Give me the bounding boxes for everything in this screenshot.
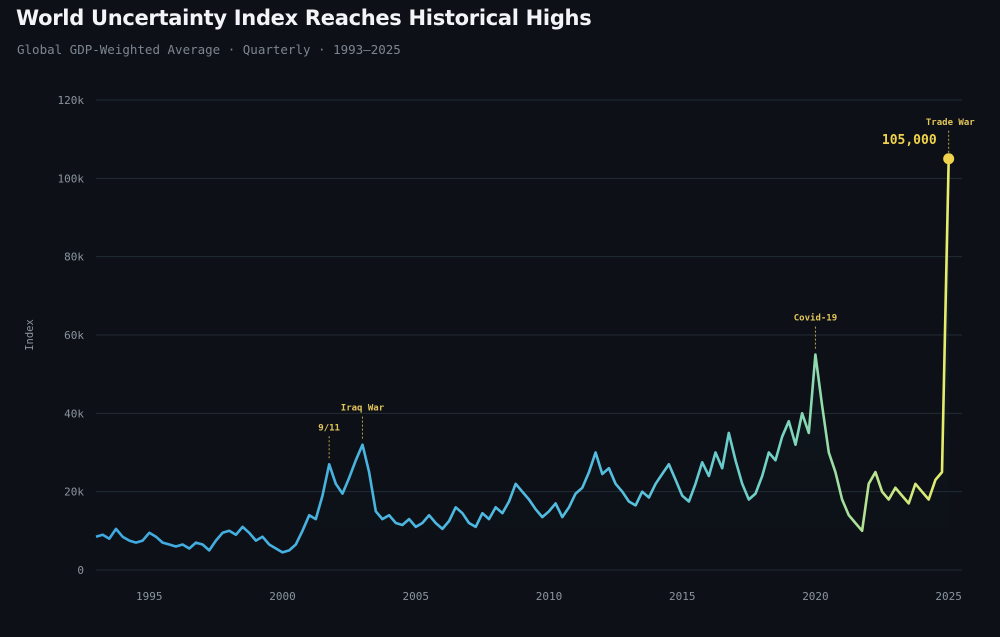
x-tick-label: 2010 [536, 590, 563, 603]
x-tick-label: 2005 [403, 590, 430, 603]
annotation-label: Iraq War [341, 404, 385, 414]
x-tick-label: 2020 [802, 590, 829, 603]
y-tick-label: 60k [64, 329, 84, 342]
x-tick-label: 2015 [669, 590, 696, 603]
annotation-label: 9/11 [318, 423, 340, 433]
y-axis-label: Index [24, 319, 36, 351]
y-tick-label: 80k [64, 251, 84, 264]
annotation-label: Trade War [926, 118, 975, 128]
y-tick-label: 20k [64, 486, 84, 499]
x-axis-ticks: 1995 2000 2005 2010 2015 2020 2025 [136, 590, 962, 603]
y-tick-label: 40k [64, 407, 84, 420]
peak-marker [943, 153, 955, 165]
chart-title: World Uncertainty Index Reaches Historic… [16, 6, 592, 30]
x-tick-label: 1995 [136, 590, 163, 603]
series-area [96, 158, 949, 571]
peak-value-label: 105,000 [882, 133, 937, 148]
annotation-label: Covid-19 [794, 313, 837, 324]
x-tick-label: 2025 [935, 590, 962, 603]
y-tick-label: 120k [58, 94, 85, 107]
y-tick-label: 0 [77, 564, 84, 577]
chart-subtitle: Global GDP-Weighted Average · Quarterly … [17, 42, 401, 57]
y-axis-ticks: 0 20k 40k 60k 80k 100k 120k [58, 94, 85, 577]
x-tick-label: 2000 [269, 590, 296, 603]
y-tick-label: 100k [58, 172, 85, 185]
series-line [95, 158, 950, 554]
